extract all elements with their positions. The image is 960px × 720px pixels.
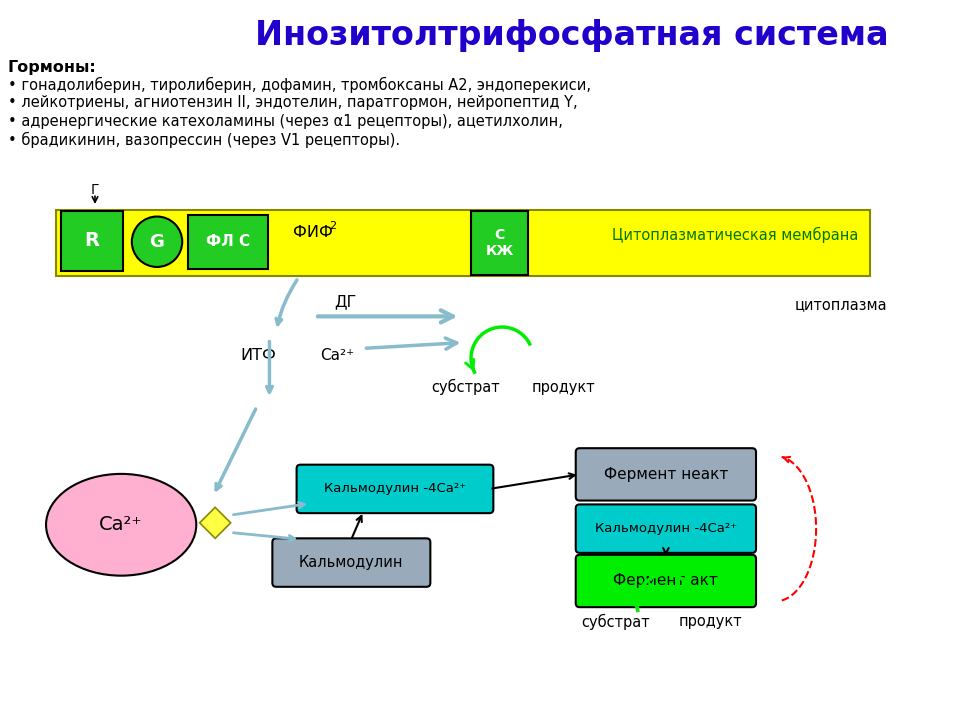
Text: R: R	[84, 231, 100, 251]
Text: Г: Г	[91, 184, 99, 197]
Text: продукт: продукт	[679, 614, 742, 629]
FancyBboxPatch shape	[61, 211, 123, 271]
Text: ДГ: ДГ	[334, 294, 357, 310]
Text: ФИФ: ФИФ	[293, 225, 332, 240]
Text: Инозитолтрифосфатная система: Инозитолтрифосфатная система	[255, 19, 889, 52]
Text: Ca²⁺: Ca²⁺	[99, 516, 143, 534]
Text: • адренергические катехоламины (через α1 рецепторы), ацетилхолин,: • адренергические катехоламины (через α1…	[8, 114, 563, 129]
Text: продукт: продукт	[531, 379, 595, 395]
Text: Фермент неакт: Фермент неакт	[604, 467, 728, 482]
Ellipse shape	[46, 474, 196, 576]
FancyBboxPatch shape	[273, 539, 430, 587]
Circle shape	[132, 217, 182, 267]
Text: Кальмодулин -4Ca²⁺: Кальмодулин -4Ca²⁺	[324, 482, 466, 495]
Text: G: G	[150, 233, 164, 251]
FancyBboxPatch shape	[576, 505, 756, 553]
FancyBboxPatch shape	[576, 449, 756, 500]
Text: субстрат: субстрат	[582, 613, 650, 630]
Text: С
КЖ: С КЖ	[486, 228, 514, 258]
Text: • гонадолиберин, тиролиберин, дофамин, тромбоксаны А2, эндоперекиси,: • гонадолиберин, тиролиберин, дофамин, т…	[8, 77, 590, 93]
Text: Цитоплазматическая мембрана: Цитоплазматическая мембрана	[612, 228, 859, 243]
Text: 2: 2	[329, 221, 337, 231]
FancyBboxPatch shape	[57, 210, 871, 276]
Text: Ca²⁺: Ca²⁺	[320, 348, 354, 363]
FancyBboxPatch shape	[576, 555, 756, 607]
Text: • брадикинин, вазопрессин (через V1 рецепторы).: • брадикинин, вазопрессин (через V1 реце…	[8, 132, 400, 148]
Text: Кальмодулин -4Ca²⁺: Кальмодулин -4Ca²⁺	[595, 522, 737, 535]
Text: ФЛ С: ФЛ С	[205, 234, 250, 249]
Text: субстрат: субстрат	[431, 379, 500, 395]
Text: Гормоны:: Гормоны:	[8, 60, 97, 75]
Text: Кальмодулин: Кальмодулин	[300, 555, 403, 570]
FancyBboxPatch shape	[471, 211, 528, 275]
FancyBboxPatch shape	[188, 215, 268, 269]
Text: Фермент акт: Фермент акт	[613, 574, 718, 588]
Text: • лейкотриены, агниотензин II, эндотелин, паратгормон, нейропептид Y,: • лейкотриены, агниотензин II, эндотелин…	[8, 95, 577, 110]
Text: цитоплазма: цитоплазма	[795, 297, 887, 312]
Text: ИТФ: ИТФ	[240, 348, 276, 363]
FancyBboxPatch shape	[297, 464, 493, 513]
Polygon shape	[200, 508, 230, 539]
